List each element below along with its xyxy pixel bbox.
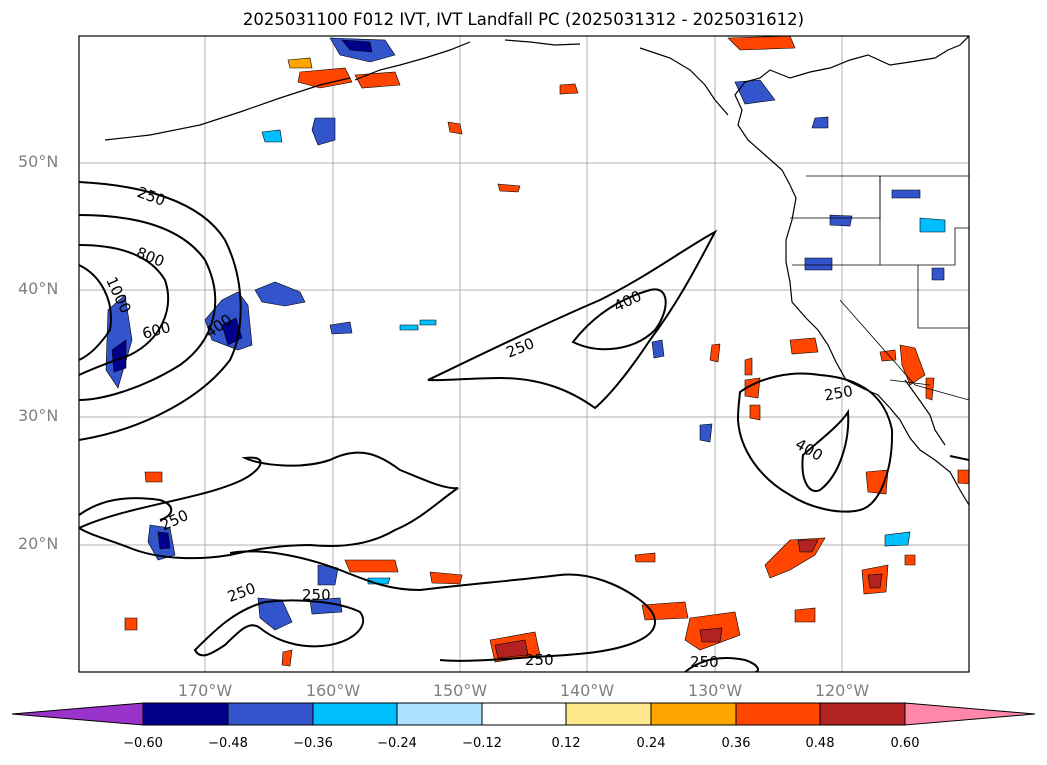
coastlines <box>104 36 969 506</box>
ivt-contours <box>79 181 969 672</box>
lon-label: 170°W <box>177 681 233 700</box>
lon-label: 130°W <box>687 681 743 700</box>
ivt-patches <box>105 36 969 667</box>
lat-label: 40°N <box>18 279 59 298</box>
colorbar-tick-label: 0.12 <box>551 736 581 751</box>
plot-area <box>79 36 969 672</box>
lon-label: 160°W <box>305 681 361 700</box>
colorbar-tick-label: −0.36 <box>293 736 333 751</box>
colorbar-tick-label: −0.12 <box>462 736 502 751</box>
lon-label: 140°W <box>559 681 615 700</box>
contour-label: 250 <box>823 382 854 405</box>
colorbar-tick-label: 0.60 <box>890 736 920 751</box>
colorbar-tick-label: 0.24 <box>636 736 666 751</box>
map-frame <box>78 35 970 673</box>
lon-label: 150°W <box>432 681 488 700</box>
colorbar-tick-label: 0.48 <box>805 736 835 751</box>
colorbar-tick-label: −0.60 <box>123 736 163 751</box>
contour-label: 250 <box>525 651 554 669</box>
contour-label: 250 <box>302 586 331 604</box>
lat-label: 30°N <box>18 406 59 425</box>
lat-label: 20°N <box>18 534 59 553</box>
political-borders <box>790 175 969 401</box>
map-title: 2025031100 F012 IVT, IVT Landfall PC (20… <box>242 10 805 29</box>
colorbar-tick-label: 0.36 <box>721 736 751 751</box>
contour-label: 250 <box>690 653 719 671</box>
lat-label: 50°N <box>18 152 59 171</box>
lon-label: 120°W <box>814 681 870 700</box>
colorbar <box>11 702 1036 726</box>
colorbar-tick-label: −0.24 <box>377 736 417 751</box>
colorbar-tick-label: −0.48 <box>208 736 248 751</box>
